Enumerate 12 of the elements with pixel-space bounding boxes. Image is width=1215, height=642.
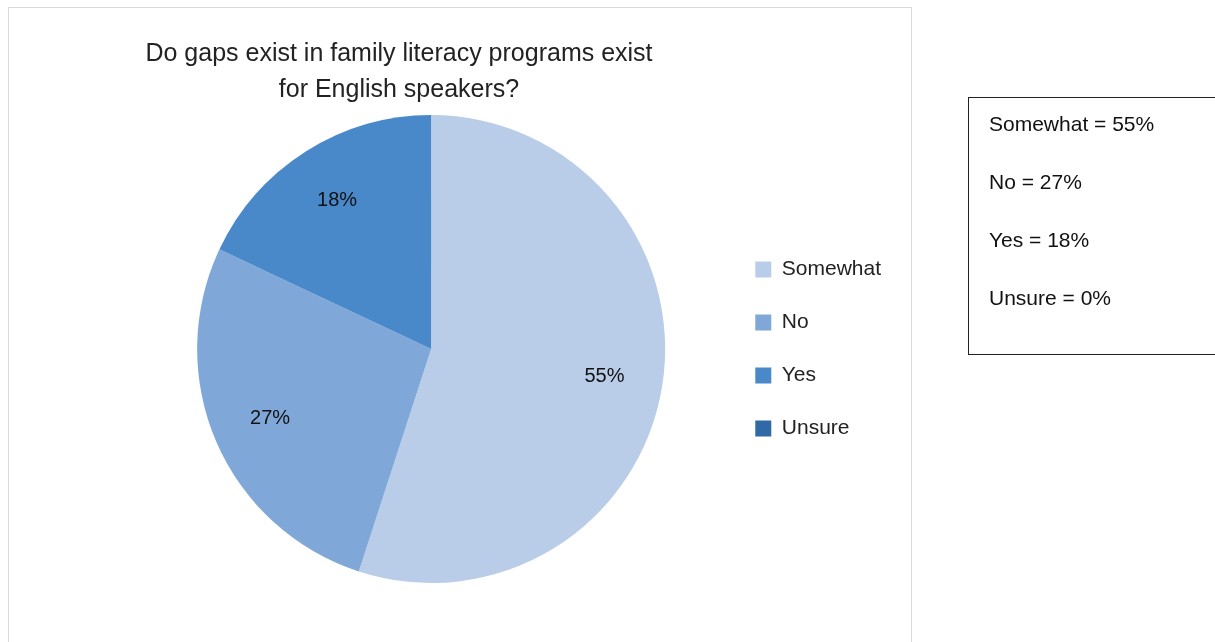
- legend-label: Unsure: [781, 415, 850, 439]
- text: Unsure = 0%: [989, 286, 1112, 311]
- chart-title: Do gaps exist in family literacy programs exist for English speakers?: [144, 37, 654, 104]
- legend-label: No: [781, 309, 809, 333]
- legend-label: Yes: [781, 362, 817, 386]
- text: Yes = 18%: [989, 228, 1091, 253]
- data-label: 55%: [584, 363, 625, 386]
- data-label: 27%: [250, 406, 291, 429]
- legend-label: Somewhat: [781, 256, 882, 280]
- text: No = 27%: [989, 170, 1083, 195]
- data-label: 18%: [317, 188, 358, 211]
- text: Somewhat = 55%: [989, 112, 1156, 137]
